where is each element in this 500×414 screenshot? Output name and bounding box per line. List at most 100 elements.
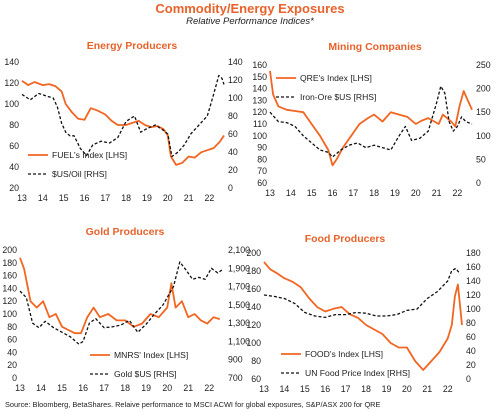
left-tick-label: 80 bbox=[251, 356, 261, 366]
panel-title-2: Mining Companies bbox=[328, 41, 421, 53]
x-tick-label: 16 bbox=[328, 188, 338, 198]
right-tick-label: 1,500 bbox=[228, 300, 250, 310]
left-tick-label: 140 bbox=[4, 57, 19, 67]
right-tick-label: 80 bbox=[466, 318, 476, 328]
right-tick-label: 100 bbox=[476, 131, 491, 141]
x-tick-label: 19 bbox=[382, 384, 392, 394]
left-tick-label: 120 bbox=[252, 107, 267, 117]
right-tick-label: 120 bbox=[228, 75, 243, 85]
right-tick-label: 120 bbox=[466, 290, 481, 300]
x-tick-label: 14 bbox=[280, 384, 290, 394]
x-tick-label: 13 bbox=[259, 384, 269, 394]
legend-label: FOOD's Index [LHS] bbox=[305, 349, 383, 359]
right-tick-label: 60 bbox=[228, 129, 238, 139]
x-tick-label: 19 bbox=[390, 188, 400, 198]
panel-title-1: Energy Producers bbox=[87, 40, 178, 52]
left-tick-label: 140 bbox=[246, 302, 261, 312]
x-tick-label: 20 bbox=[411, 188, 421, 198]
x-tick-label: 21 bbox=[432, 188, 442, 198]
page-title: Commodity/Energy Exposures bbox=[155, 1, 345, 16]
x-tick-label: 15 bbox=[59, 193, 69, 203]
right-tick-label: 140 bbox=[228, 57, 243, 67]
right-tick-label: 2,100 bbox=[228, 245, 250, 255]
left-tick-label: 120 bbox=[246, 320, 261, 330]
right-tick-label: 900 bbox=[228, 355, 243, 365]
x-tick-label: 16 bbox=[80, 193, 90, 203]
left-tick-label: 20 bbox=[9, 183, 19, 193]
left-tick-label: 130 bbox=[252, 95, 267, 105]
right-tick-label: 250 bbox=[476, 60, 491, 70]
x-tick-label: 16 bbox=[320, 384, 330, 394]
right-tick-label: 20 bbox=[466, 360, 476, 370]
left-tick-label: 20 bbox=[7, 360, 17, 370]
x-tick-label: 13 bbox=[265, 188, 275, 198]
x-tick-label: 18 bbox=[369, 188, 379, 198]
page-subtitle: Relative Performance Indices* bbox=[186, 16, 314, 27]
left-tick-label: 100 bbox=[2, 309, 17, 319]
right-tick-label: 150 bbox=[476, 107, 491, 117]
left-tick-label: 160 bbox=[246, 284, 261, 294]
x-tick-label: 21 bbox=[422, 384, 432, 394]
right-tick-label: 1,700 bbox=[228, 282, 250, 292]
x-tick-label: 17 bbox=[100, 193, 110, 203]
x-tick-label: 22 bbox=[443, 384, 453, 394]
series-line-2 bbox=[21, 74, 225, 158]
x-tick-label: 19 bbox=[141, 383, 151, 393]
series-line-2 bbox=[263, 267, 461, 319]
right-tick-label: 20 bbox=[228, 165, 238, 175]
left-tick-label: 60 bbox=[251, 374, 261, 384]
left-tick-label: 120 bbox=[4, 78, 19, 88]
left-tick-label: 40 bbox=[9, 162, 19, 172]
x-tick-label: 14 bbox=[38, 193, 48, 203]
x-tick-label: 22 bbox=[453, 188, 463, 198]
left-tick-label: 120 bbox=[2, 296, 17, 306]
x-tick-label: 15 bbox=[300, 384, 310, 394]
source-note: Source: Bloomberg, BetaShares. Relaive p… bbox=[5, 400, 381, 409]
left-tick-label: 110 bbox=[253, 119, 267, 129]
left-tick-label: 60 bbox=[7, 335, 17, 345]
left-tick-label: 180 bbox=[246, 266, 261, 276]
left-tick-label: 80 bbox=[257, 154, 267, 164]
panel-title-3: Gold Producers bbox=[86, 226, 165, 238]
left-tick-label: 60 bbox=[9, 141, 19, 151]
panel-title-4: Food Producers bbox=[305, 233, 386, 245]
x-tick-label: 21 bbox=[184, 193, 194, 203]
series-line-1 bbox=[263, 261, 463, 371]
x-tick-label: 15 bbox=[57, 383, 67, 393]
left-tick-label: 100 bbox=[252, 131, 267, 141]
right-tick-label: 200 bbox=[476, 84, 491, 94]
legend-label: MNRS' Index [LHS] bbox=[114, 350, 188, 360]
right-tick-label: 1,100 bbox=[228, 336, 250, 346]
legend-label: Iron-Ore $US [RHS] bbox=[300, 92, 376, 102]
x-tick-label: 13 bbox=[17, 193, 27, 203]
left-tick-label: 90 bbox=[257, 143, 267, 153]
series-line-1 bbox=[21, 80, 225, 166]
left-tick-label: 160 bbox=[252, 60, 267, 70]
legend-label: UN Food Price Index [RHS] bbox=[305, 368, 410, 378]
legend-label: FUEL's Index [LHS] bbox=[52, 150, 127, 160]
right-tick-label: 80 bbox=[228, 111, 238, 121]
left-tick-label: 140 bbox=[252, 84, 267, 94]
right-tick-label: 0 bbox=[476, 178, 481, 188]
right-tick-label: 0 bbox=[228, 183, 233, 193]
x-tick-label: 18 bbox=[120, 383, 130, 393]
left-tick-label: 140 bbox=[2, 283, 17, 293]
x-tick-label: 14 bbox=[36, 383, 46, 393]
left-tick-label: 150 bbox=[252, 72, 267, 82]
x-tick-label: 15 bbox=[307, 188, 317, 198]
left-tick-label: 180 bbox=[2, 258, 17, 268]
series-line-1 bbox=[269, 70, 473, 167]
right-tick-label: 700 bbox=[228, 373, 243, 383]
x-tick-label: 17 bbox=[99, 383, 109, 393]
x-tick-label: 22 bbox=[205, 193, 215, 203]
left-tick-label: 200 bbox=[246, 248, 261, 258]
x-tick-label: 20 bbox=[402, 384, 412, 394]
right-tick-label: 40 bbox=[466, 346, 476, 356]
left-tick-label: 100 bbox=[4, 99, 19, 109]
x-tick-label: 17 bbox=[348, 188, 358, 198]
right-tick-label: 50 bbox=[476, 154, 486, 164]
right-tick-label: 100 bbox=[228, 93, 243, 103]
right-tick-label: 140 bbox=[466, 276, 481, 286]
legend-label: Gold $US [RHS] bbox=[114, 369, 177, 379]
